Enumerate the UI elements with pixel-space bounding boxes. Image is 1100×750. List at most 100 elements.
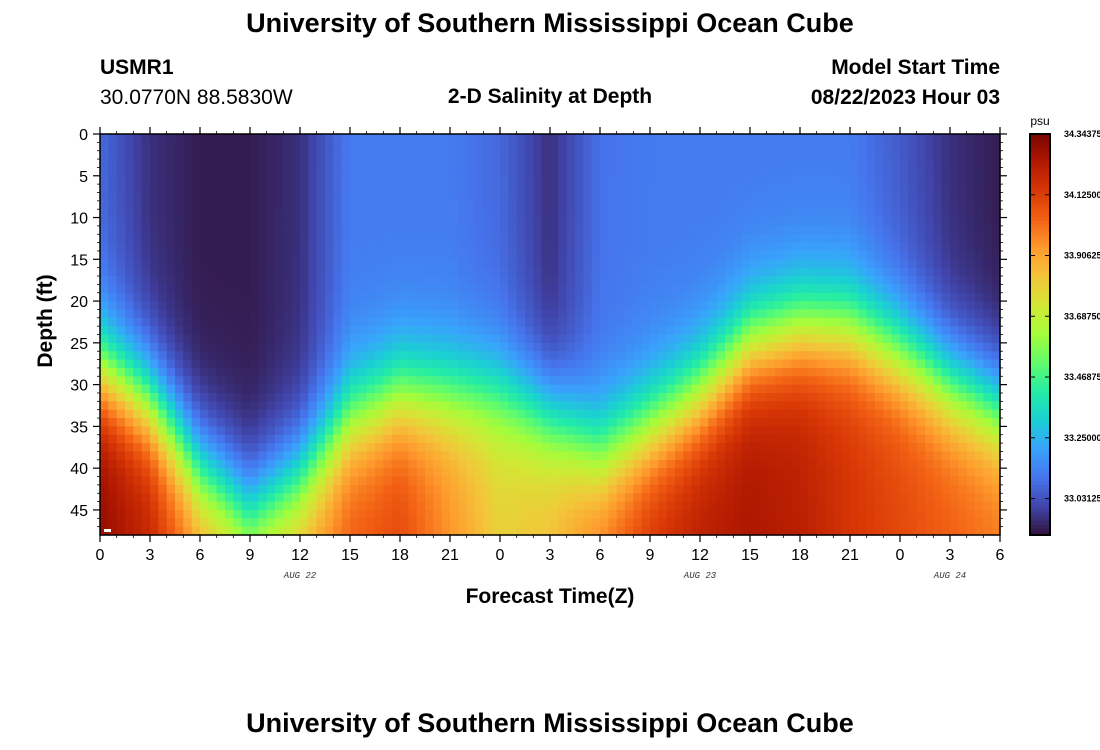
heatmap-cell [691, 476, 701, 486]
heatmap-cell [200, 301, 209, 311]
heatmap-cell [316, 501, 326, 511]
heatmap-cell [933, 434, 943, 444]
heatmap-cell [608, 200, 618, 210]
heatmap-cell [350, 175, 359, 185]
heatmap-cell [850, 175, 859, 185]
heatmap-cell [375, 468, 384, 478]
heatmap-cell [816, 451, 826, 461]
heatmap-cell [933, 384, 943, 394]
heatmap-cell [166, 326, 176, 336]
heatmap-cell [291, 184, 301, 194]
heatmap-cell [658, 225, 668, 235]
heatmap-cell [750, 451, 759, 461]
heatmap-cell [566, 334, 576, 344]
heatmap-cell [275, 167, 284, 177]
heatmap-cell [400, 501, 409, 511]
heatmap-cell [608, 459, 618, 469]
heatmap-cell [316, 493, 326, 503]
heatmap-cell [116, 359, 126, 369]
heatmap-cell [141, 434, 151, 444]
heatmap-cell [650, 518, 659, 528]
heatmap-cell [258, 418, 268, 427]
heatmap-cell [383, 159, 393, 169]
heatmap-cell [858, 225, 868, 235]
heatmap-cell [733, 401, 743, 411]
heatmap-cell [458, 434, 468, 444]
heatmap-cell [375, 451, 384, 461]
heatmap-cell [683, 342, 693, 352]
heatmap-cell [800, 159, 809, 169]
heatmap-cell [566, 526, 576, 536]
heatmap-cell [491, 484, 501, 494]
heatmap-cell [741, 167, 751, 177]
heatmap-cell [633, 225, 643, 235]
heatmap-cell [750, 242, 759, 252]
heatmap-cell [500, 217, 509, 227]
heatmap-cell [941, 367, 951, 377]
heatmap-cell [516, 200, 526, 210]
heatmap-cell [633, 234, 643, 244]
heatmap-cell [700, 276, 709, 285]
heatmap-cell [116, 384, 126, 394]
heatmap-cell [733, 342, 743, 352]
heatmap-cell [691, 284, 701, 294]
heatmap-cell [800, 401, 809, 411]
heatmap-cell [591, 225, 601, 235]
heatmap-cell [625, 334, 634, 344]
heatmap-cell [133, 192, 143, 202]
heatmap-cell [766, 493, 776, 503]
heatmap-cell [675, 159, 684, 169]
heatmap-cell [933, 301, 943, 311]
heatmap-cell [891, 384, 901, 394]
heatmap-cell [358, 225, 368, 235]
heatmap-cell [483, 250, 493, 260]
heatmap-cell [325, 484, 334, 494]
heatmap-cell [750, 259, 759, 269]
heatmap-cell [383, 509, 393, 519]
heatmap-cell [841, 242, 851, 252]
heatmap-cell [300, 342, 309, 352]
heatmap-cell [358, 401, 368, 411]
heatmap-cell [850, 284, 859, 294]
heatmap-cell [333, 334, 343, 344]
heatmap-cell [683, 209, 693, 219]
heatmap-cell [216, 167, 226, 177]
heatmap-cell [425, 518, 434, 528]
heatmap-cell [175, 351, 184, 361]
heatmap-cell [508, 451, 518, 461]
heatmap-cell [233, 142, 243, 152]
heatmap-cell [725, 376, 734, 386]
heatmap-cell [541, 159, 551, 169]
heatmap-cell [583, 484, 593, 494]
heatmap-cell [941, 276, 951, 285]
heatmap-cell [858, 518, 868, 528]
heatmap-cell [350, 284, 359, 294]
heatmap-cell [133, 150, 143, 160]
heatmap-cell [608, 326, 618, 336]
heatmap-cell [650, 267, 659, 277]
heatmap-cell [608, 342, 618, 352]
heatmap-cell [691, 493, 701, 503]
heatmap-cell [416, 259, 426, 269]
heatmap-cell [316, 134, 326, 143]
heatmap-cell [391, 225, 401, 235]
heatmap-cell [641, 184, 651, 194]
heatmap-cell [208, 392, 218, 402]
heatmap-cell [600, 200, 609, 210]
heatmap-cell [800, 276, 809, 285]
heatmap-cell [158, 367, 168, 377]
heatmap-cell [258, 459, 268, 469]
heatmap-cell [200, 217, 209, 227]
heatmap-cell [516, 434, 526, 444]
heatmap-cell [800, 292, 809, 302]
heatmap-cell [891, 342, 901, 352]
heatmap-cell [516, 367, 526, 377]
heatmap-cell [208, 200, 218, 210]
heatmap-cell [158, 418, 168, 427]
heatmap-cell [775, 392, 784, 402]
heatmap-cell [516, 484, 526, 494]
heatmap-cell [191, 468, 201, 478]
heatmap-cell [483, 342, 493, 352]
heatmap-cell [391, 493, 401, 503]
heatmap-cell [166, 276, 176, 285]
